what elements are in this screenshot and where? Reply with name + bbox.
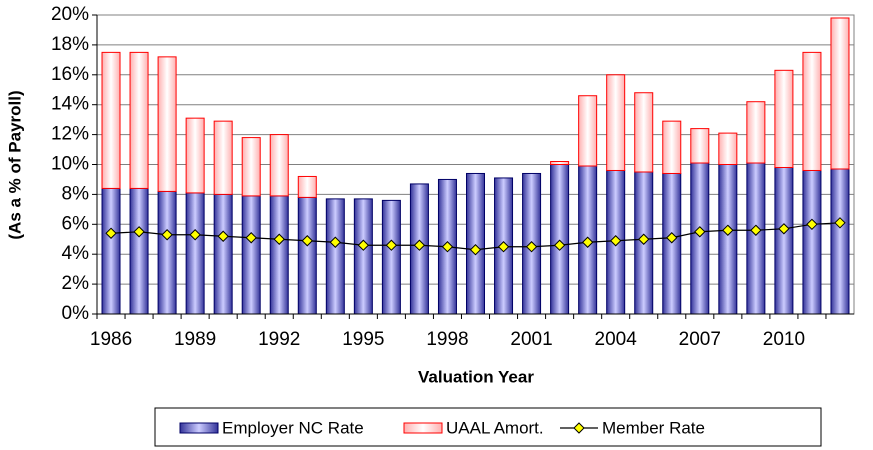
bar-segment <box>213 120 233 195</box>
y-tick-label: 16% <box>51 64 89 85</box>
y-tick-label: 6% <box>62 213 90 234</box>
y-tick-label: 4% <box>62 243 90 264</box>
x-tick-label: 1995 <box>342 329 384 350</box>
y-tick-label: 10% <box>51 154 89 175</box>
line-marker <box>609 235 622 247</box>
legend-swatch <box>403 422 443 434</box>
bar-segment <box>213 193 233 315</box>
bar-segment <box>241 137 261 197</box>
y-tick-label: 18% <box>51 34 89 55</box>
bar-segment <box>550 161 570 165</box>
bar-segment <box>381 199 401 315</box>
line-marker <box>329 236 342 248</box>
bar-segment <box>662 172 682 315</box>
bar-segment <box>185 117 205 194</box>
line-marker <box>133 226 145 238</box>
line-marker <box>778 223 790 235</box>
line-marker <box>750 224 762 236</box>
y-tick-label: 20% <box>51 4 89 25</box>
bar-segment <box>101 187 121 315</box>
line-marker <box>497 241 510 253</box>
bar-segment <box>690 128 710 164</box>
legend-label: Employer NC Rate <box>222 418 364 437</box>
y-tick-label: 8% <box>62 183 90 204</box>
line-marker <box>694 226 706 238</box>
bar-segment <box>466 172 485 315</box>
y-tick-label: 2% <box>62 273 90 294</box>
bar-segment <box>297 196 317 315</box>
bar-segment <box>129 187 149 315</box>
bar-segment <box>774 166 794 315</box>
bar-segment <box>802 51 822 171</box>
bar-segment <box>297 175 317 198</box>
x-tick-label: 2001 <box>510 329 552 350</box>
x-axis-title: Valuation Year <box>418 367 534 386</box>
bar-segment <box>690 162 710 315</box>
bar-segment <box>830 168 850 315</box>
bar-segment <box>802 169 822 315</box>
bar-segment <box>718 132 738 165</box>
bar-segment <box>634 92 654 173</box>
line-marker <box>189 229 201 241</box>
line-marker <box>301 235 313 247</box>
line-marker <box>469 244 482 256</box>
line-marker <box>273 233 285 245</box>
bar-segment <box>157 56 177 192</box>
bar-segment <box>606 74 626 171</box>
bar-segment <box>746 162 766 315</box>
bar-segment <box>746 101 766 164</box>
x-tick-label: 2004 <box>595 329 638 350</box>
bar-segment <box>830 17 850 170</box>
bar-segment <box>269 195 289 315</box>
line-marker <box>806 218 818 231</box>
bar-segment <box>774 69 794 168</box>
line-marker <box>385 239 398 251</box>
y-tick-label: 12% <box>51 124 89 145</box>
x-tick-label: 2007 <box>679 329 721 350</box>
line-marker <box>553 239 566 251</box>
bar-segment <box>325 198 345 315</box>
x-tick-label: 1989 <box>174 329 216 350</box>
legend-box <box>154 407 822 447</box>
bar-segment <box>578 95 598 167</box>
x-tick-label: 1992 <box>258 329 300 350</box>
line-marker <box>581 236 594 248</box>
line-marker <box>525 241 538 253</box>
line-marker <box>217 230 229 242</box>
y-tick-label: 0% <box>62 303 90 324</box>
bar-segment <box>269 134 289 197</box>
x-tick-label: 1998 <box>426 329 468 350</box>
line-marker <box>441 241 454 253</box>
legend-swatch <box>573 422 585 434</box>
line-marker <box>105 227 117 239</box>
line-marker <box>245 232 257 244</box>
line-marker <box>413 239 426 251</box>
y-tick-label: 14% <box>51 94 89 115</box>
line-marker <box>722 224 734 236</box>
line-marker <box>834 217 846 229</box>
x-tick-label: 1986 <box>90 329 132 350</box>
line-marker <box>666 232 678 244</box>
line-marker <box>161 229 173 241</box>
legend-label: Member Rate <box>602 418 705 437</box>
x-tick-label: 2010 <box>763 329 805 350</box>
bar-segment <box>550 164 570 315</box>
legend-label: UAAL Amort. <box>446 418 544 437</box>
y-axis-title: (As a % of Payroll) <box>5 90 24 239</box>
bar-segment <box>662 120 682 174</box>
line-marker <box>638 233 650 245</box>
line-marker <box>357 239 370 251</box>
bar-segment <box>129 51 149 189</box>
legend-swatch <box>179 422 219 434</box>
bar-segment <box>101 51 121 189</box>
bar-segment <box>157 190 177 315</box>
bar-segment <box>353 198 373 315</box>
bar-segment <box>718 164 738 315</box>
bar-segment <box>241 195 261 315</box>
bar-segment <box>185 192 205 315</box>
